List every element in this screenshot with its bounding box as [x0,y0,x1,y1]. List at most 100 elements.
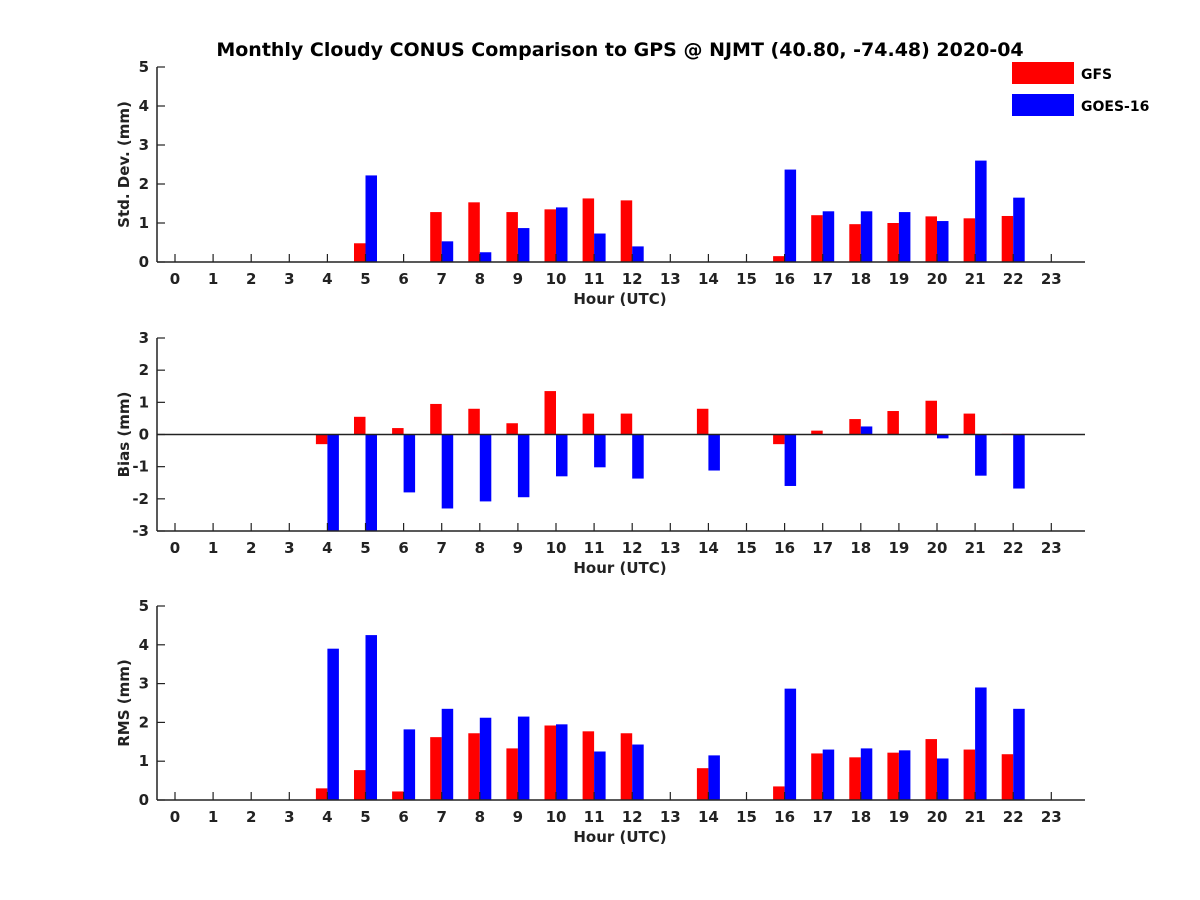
x-tick-label: 13 [660,539,681,557]
x-tick-label: 20 [927,539,948,557]
y-tick-label: 3 [139,329,149,347]
x-tick-label: 21 [965,270,986,288]
bar-goes16-hour-18 [860,211,873,262]
bar-goes16-hour-17 [822,211,835,262]
x-tick-label: 5 [360,808,370,826]
x-tick-label: 3 [284,539,294,557]
y-tick-label: 0 [139,426,149,444]
x-tick-label: 12 [622,808,643,826]
bar-goes16-hour-22 [1013,197,1025,262]
x-tick-label: 10 [546,539,567,557]
bar-gfs-hour-17 [811,753,823,800]
x-tick-label: 1 [208,808,218,826]
x-tick-label: 5 [360,270,370,288]
bar-gfs-hour-21 [963,218,976,262]
bar-goes16-hour-21 [975,687,987,800]
bar-gfs-hour-21 [963,413,976,435]
x-tick-label: 18 [850,270,871,288]
bar-goes16-hour-21 [975,434,987,476]
bar-goes16-hour-6 [403,434,416,493]
bar-goes16-hour-11 [594,434,606,468]
x-axis-label: Hour (UTC) [573,559,666,577]
x-tick-label: 1 [208,539,218,557]
bar-goes16-hour-8 [479,252,492,262]
bar-gfs-hour-9 [506,423,518,435]
y-tick-label: 4 [139,97,149,115]
bar-gfs-hour-18 [849,757,861,800]
bar-gfs-hour-8 [468,733,480,800]
x-tick-label: 4 [322,539,332,557]
legend-swatch-gfs [1012,62,1074,84]
bar-gfs-hour-16 [773,256,785,262]
bar-goes16-hour-21 [975,160,987,262]
bar-goes16-hour-17 [822,749,835,800]
x-tick-label: 18 [850,539,871,557]
bar-goes16-hour-20 [937,758,949,800]
bar-goes16-hour-16 [784,434,797,486]
bar-goes16-hour-9 [517,716,530,800]
bar-goes16-hour-18 [860,426,873,435]
x-tick-label: 20 [927,808,948,826]
bar-gfs-hour-5 [354,416,366,435]
bar-gfs-hour-7 [430,737,442,800]
bar-gfs-hour-16 [773,786,785,800]
y-tick-label: 0 [139,791,149,809]
bar-gfs-hour-5 [354,243,366,262]
bar-gfs-hour-6 [392,791,404,800]
x-tick-label: 9 [513,270,523,288]
x-tick-label: 8 [475,270,485,288]
bar-gfs-hour-12 [620,200,633,262]
bar-gfs-hour-18 [849,419,861,435]
bar-goes16-hour-11 [594,233,606,262]
bar-goes16-hour-9 [517,228,530,262]
bar-goes16-hour-20 [937,434,949,439]
legend-label-goes16: GOES-16 [1081,99,1149,115]
x-tick-label: 17 [812,270,833,288]
x-tick-label: 17 [812,539,833,557]
bar-goes16-hour-22 [1013,434,1025,489]
x-tick-label: 21 [965,539,986,557]
bar-gfs-hour-4 [315,434,328,445]
x-axis-label: Hour (UTC) [573,290,666,308]
bar-goes16-hour-12 [632,246,644,262]
x-tick-label: 22 [1003,808,1024,826]
bar-gfs-hour-8 [468,408,480,435]
y-axis-label: Std. Dev. (mm) [115,101,133,228]
x-tick-label: 14 [698,808,719,826]
bar-goes16-hour-6 [403,729,416,800]
bar-gfs-hour-7 [430,403,442,435]
y-tick-label: 5 [139,597,149,615]
x-tick-label: 22 [1003,539,1024,557]
x-tick-label: 18 [850,808,871,826]
y-tick-label: 5 [139,58,149,76]
bar-gfs-hour-17 [811,430,823,435]
figure-title: Monthly Cloudy CONUS Comparison to GPS @… [216,39,1023,61]
x-tick-label: 6 [398,270,408,288]
bar-gfs-hour-9 [506,748,518,800]
bar-goes16-hour-4 [327,648,339,800]
x-tick-label: 8 [475,808,485,826]
x-tick-label: 16 [774,539,795,557]
bar-goes16-hour-19 [898,212,911,262]
bar-gfs-hour-17 [811,215,823,262]
bar-gfs-hour-10 [544,391,556,435]
x-tick-label: 12 [622,539,643,557]
x-tick-label: 4 [322,808,332,826]
x-tick-label: 10 [546,270,567,288]
bar-gfs-hour-11 [582,413,595,435]
bar-gfs-hour-7 [430,212,442,262]
x-tick-label: 11 [584,539,605,557]
bar-gfs-hour-16 [773,434,785,445]
bar-gfs-hour-9 [506,212,518,262]
y-axis-label: Bias (mm) [115,392,133,478]
bar-gfs-hour-19 [887,411,899,435]
x-tick-label: 20 [927,270,948,288]
bar-gfs-hour-12 [620,733,633,800]
bar-goes16-hour-20 [937,221,949,262]
bar-gfs-hour-20 [925,739,937,800]
bar-goes16-hour-18 [860,748,873,800]
bar-goes16-hour-12 [632,744,644,800]
y-tick-label: 3 [139,136,149,154]
bar-goes16-hour-16 [784,688,797,800]
